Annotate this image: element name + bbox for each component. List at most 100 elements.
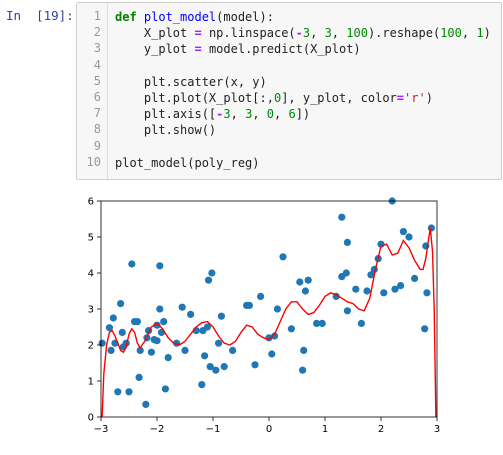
data-point (268, 350, 276, 358)
data-point (338, 213, 346, 221)
line-number: 7 (93, 106, 101, 121)
code-token: plt.show() (115, 123, 217, 138)
data-point (109, 314, 117, 322)
code-token: , (252, 107, 267, 122)
code-token: = (194, 42, 202, 57)
y-tick-label: 2 (88, 341, 94, 352)
code-line: y_plot = model.predict(X_plot) (115, 41, 361, 57)
data-point (198, 381, 206, 389)
x-axis: −3 −2 −1 0 1 2 3 (94, 417, 440, 435)
code-token: plt.plot(X_plot[:, (115, 91, 274, 105)
code-token: = (396, 91, 405, 105)
code-line: plt.scatter(x, y) (115, 74, 267, 90)
data-point (397, 282, 405, 290)
code-token: = (194, 26, 202, 41)
data-point (203, 323, 211, 331)
data-point (204, 276, 213, 284)
code-token: ]) (295, 107, 311, 122)
code-line: plt.plot(X_plot[:,0], y_plot, color='r') (115, 90, 433, 106)
code-line: def plot_model(model): (115, 9, 274, 25)
x-tick-label: −2 (150, 424, 165, 435)
data-point (212, 366, 220, 374)
data-point (114, 388, 122, 396)
line-number: 3 (93, 41, 101, 56)
data-point (343, 238, 351, 246)
line-number: 6 (93, 90, 101, 104)
data-point (178, 303, 186, 311)
data-point (117, 300, 125, 308)
code-line: plot_model(poly_reg) (115, 155, 260, 171)
line-number: 2 (93, 25, 101, 40)
data-point (304, 276, 312, 284)
y-tick-label: 1 (88, 377, 94, 388)
data-point (160, 318, 168, 326)
data-point (405, 233, 413, 241)
code-token: 0 (266, 107, 274, 122)
code-token: , (230, 107, 246, 122)
x-tick-label: 1 (322, 424, 328, 435)
code-token: , (461, 26, 477, 41)
code-token: plt.scatter(x, y) (115, 74, 267, 89)
data-point (201, 352, 209, 360)
line-number: 10 (86, 154, 101, 169)
code-token: 100 (440, 26, 462, 41)
data-point (206, 363, 214, 371)
data-point (133, 318, 141, 326)
x-tick-label: −1 (206, 424, 221, 435)
data-point (98, 339, 106, 347)
data-point (187, 310, 195, 318)
line-number-gutter: 1 2 3 4 5 6 7 8 9 10 (77, 3, 108, 179)
data-point (135, 373, 143, 381)
data-point (391, 285, 399, 293)
code-token: , (274, 107, 289, 122)
line-number: 9 (93, 138, 101, 153)
data-point (300, 346, 308, 354)
code-token: 3 (223, 107, 231, 122)
data-point (118, 328, 126, 336)
code-token: y_plot (115, 42, 195, 57)
data-point (136, 346, 144, 354)
data-point (287, 325, 295, 333)
data-point (423, 289, 431, 297)
x-tick-label: 0 (266, 424, 272, 435)
code-cell[interactable]: 1 2 3 4 5 6 7 8 9 10 def plot_model(model): X_plo… (76, 2, 502, 180)
code-token: 100 (346, 26, 368, 41)
data-point (342, 269, 350, 277)
line-number: 4 (93, 57, 101, 72)
data-point (257, 292, 265, 300)
y-tick-label: 0 (88, 413, 94, 424)
data-point (125, 388, 133, 396)
code-token: ) (425, 91, 433, 105)
code-token: ) (483, 26, 491, 41)
data-point (251, 361, 259, 369)
y-tick-label: 4 (88, 269, 94, 280)
data-point (208, 269, 216, 277)
code-token: 3 (302, 26, 311, 41)
line-number: 5 (93, 73, 101, 88)
data-point (181, 346, 189, 354)
scatter-plot: −3 −2 −1 0 1 2 3 0 1 2 3 4 5 6 (88, 197, 441, 436)
code-token: ).reshape( (367, 26, 441, 41)
data-point (363, 287, 371, 295)
data-point (271, 332, 279, 340)
code-token: def (115, 10, 144, 24)
code-token: 'r' (404, 91, 426, 105)
output-area: −3 −2 −1 0 1 2 3 0 1 2 3 4 5 6 (76, 190, 448, 449)
data-point (357, 319, 365, 327)
code-line: plt.show() (115, 122, 216, 138)
code-token: plt.axis([ (115, 107, 217, 122)
code-token: , (331, 26, 347, 41)
y-tick-label: 3 (88, 305, 94, 316)
code-token: , (310, 26, 325, 41)
code-line: X_plot = np.linspace(-3, 3, 100).reshape… (115, 25, 491, 41)
data-point (367, 271, 375, 279)
data-point (128, 260, 136, 268)
data-point (343, 307, 351, 315)
data-point (352, 285, 360, 293)
y-tick-label: 5 (88, 233, 94, 244)
data-point (147, 348, 155, 356)
data-point (153, 337, 161, 345)
data-point (399, 228, 407, 236)
y-axis: 0 1 2 3 4 5 6 (88, 197, 101, 424)
data-point (380, 289, 388, 297)
